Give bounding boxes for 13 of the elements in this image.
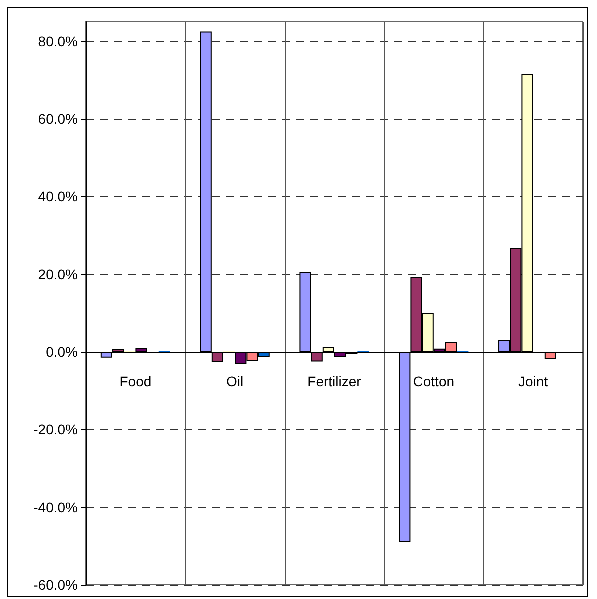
y-tick-label: 20.0% [38,266,78,282]
x-tick-label: Joint [518,374,548,390]
y-tick-label: -60.0% [34,577,78,593]
x-tick-label: Fertilizer [308,374,362,390]
x-tick-label: Oil [226,374,244,390]
y-tick-label: 40.0% [38,188,78,205]
x-tick-label: Cotton [413,374,455,390]
y-tick-label: 60.0% [38,111,78,128]
y-tick-label: -40.0% [34,499,78,516]
x-tick-label: Food [120,374,152,390]
y-tick-label: 80.0% [38,33,78,50]
y-tick-label: 0.0% [46,344,78,360]
y-tick-label: -20.0% [34,422,78,438]
